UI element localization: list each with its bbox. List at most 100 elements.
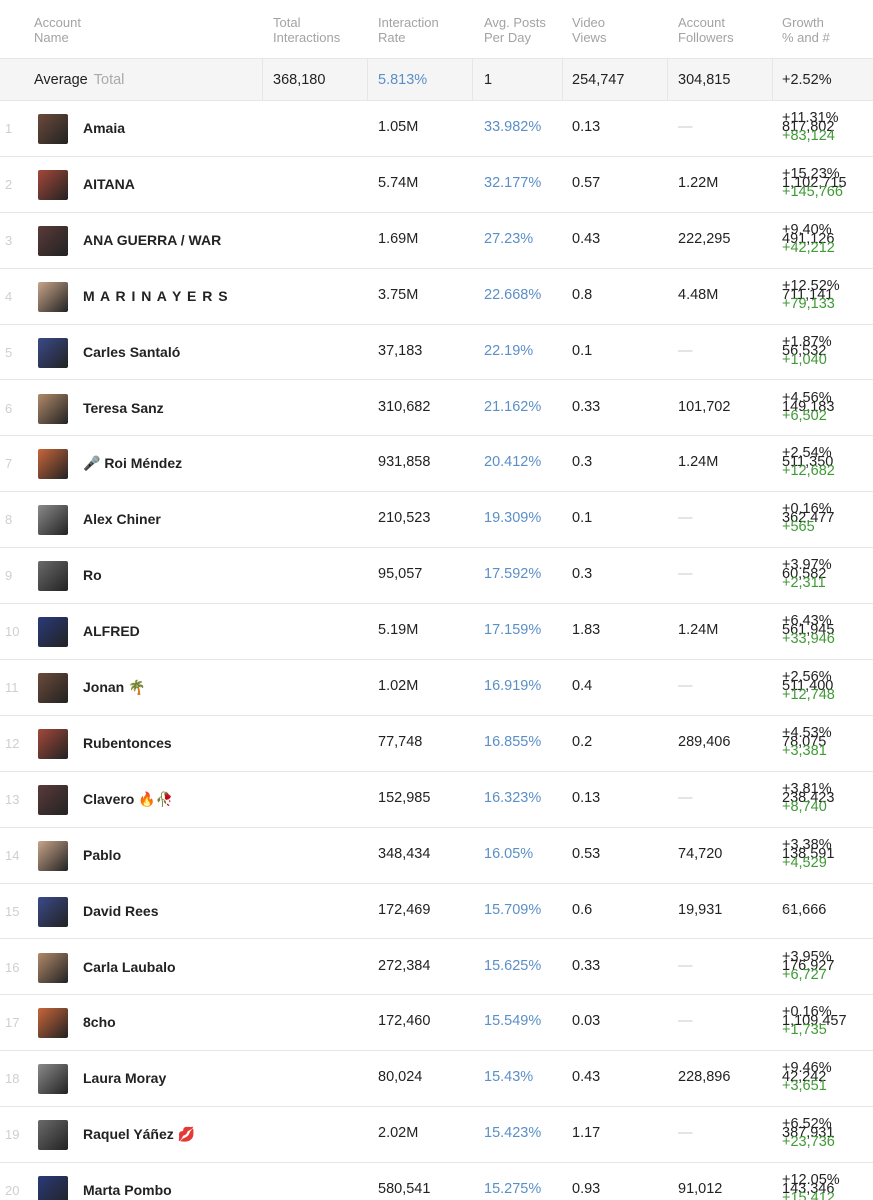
account-name: 8cho (83, 1014, 116, 1031)
cell-value: 78,075 (782, 733, 827, 750)
cell-value: 15.709% (484, 901, 542, 918)
cell-value: 2.02M (378, 1125, 419, 1142)
table-row: 4 M A R I N A Y E R S 3.75M 22.668% 0.8 4.48M… (0, 269, 873, 325)
cell-value: 228,896 (678, 1069, 731, 1086)
cell-value: 3.75M (378, 286, 419, 303)
avatar (38, 505, 68, 536)
avatar (38, 561, 68, 592)
growth-number: +3,381 (782, 742, 827, 759)
cell-value: 95,057 (378, 566, 423, 583)
cell-value: 0.43 (572, 1069, 601, 1086)
account-name: Rubentonces (83, 734, 172, 751)
table-row: 20 Marta Pombo 580,541 15.275% 0.93 91,012 143… (0, 1163, 873, 1200)
growth-number: +83,124 (782, 128, 835, 144)
cell-value: 1.05M (378, 119, 419, 135)
cell-value: 0.57 (572, 174, 601, 191)
table-row: 6 Teresa Sanz 310,682 21.162% 0.33 101,702 149… (0, 381, 873, 437)
cell-value: 16.919% (484, 678, 542, 694)
account-name: Ro (83, 567, 102, 584)
cell-value: 91,012 (678, 1181, 723, 1198)
cell-value: 56,532 (782, 342, 827, 359)
avatar (38, 896, 68, 927)
cell-value: 0.3 (572, 454, 593, 471)
cell-value: 0.2 (572, 733, 593, 750)
cell-value: 172,460 (378, 1013, 431, 1030)
cell-value: 511,400 (782, 678, 834, 694)
cell-value: 5.74M (378, 174, 419, 191)
account-name: Teresa Sanz (83, 399, 164, 416)
cell-value: 16.05% (484, 845, 534, 862)
cell-value: 15.625% (484, 957, 542, 974)
cell-value: 0.03 (572, 1013, 601, 1030)
column-divider (367, 59, 368, 100)
cell-value: 0.53 (572, 845, 601, 862)
table-row: 15 David Rees 172,469 15.709% 0.6 19,931 61,66… (0, 884, 873, 940)
average-value: 254,747 (572, 72, 625, 88)
table-row: 7 🎤 Roi Méndez 931,858 20.412% 0.3 1.24M 511,3… (0, 436, 873, 493)
rank: 12 (5, 735, 20, 751)
column-header: Interaction Rate (378, 15, 439, 45)
cell-value: 0.4 (572, 678, 593, 694)
rank: 19 (5, 1127, 20, 1143)
growth-number: +42,212 (782, 239, 835, 256)
cell-value: 4.48M (678, 286, 719, 303)
cell-value: 17.592% (484, 566, 542, 583)
column-divider (262, 59, 263, 100)
growth-percent: +3.81% (782, 780, 832, 797)
cell-value: 60,582 (782, 566, 827, 583)
cell-value: 0.1 (572, 342, 593, 359)
table-row: 5 Carles Santaló 37,183 22.19% 0.1 — 56,532 +1.… (0, 325, 873, 381)
cell-value: 0.13 (572, 119, 601, 135)
table-row: 1 Amaia 1.05M 33.982% 0.13 — 817,802 +11.31% +83… (0, 101, 873, 157)
avatar (38, 169, 68, 200)
rank: 1 (5, 121, 13, 136)
cell-value: 16.855% (484, 733, 542, 750)
account-name: Jonan 🌴 (83, 679, 146, 695)
account-name: AITANA (83, 175, 135, 192)
growth-percent: +6.52% (782, 1116, 832, 1133)
cell-value: — (678, 678, 693, 694)
avatar (38, 673, 68, 703)
column-divider (562, 59, 563, 100)
column-divider (472, 59, 473, 100)
cell-value: 561,945 (782, 622, 835, 639)
table-row: 2 AITANA 5.74M 32.177% 0.57 1.22M 1,102,715 +15… (0, 157, 873, 213)
account-name: Pablo (83, 846, 122, 863)
growth-percent: +9.46% (782, 1060, 832, 1077)
account-name: Carles Santaló (83, 343, 181, 360)
growth-percent: +3.97% (782, 557, 832, 574)
rank: 9 (5, 568, 13, 584)
cell-value: 238,423 (782, 789, 835, 806)
growth-number: +12,682 (782, 463, 835, 480)
cell-value: — (678, 510, 693, 527)
cell-value: 1.02M (378, 678, 419, 694)
cell-value: 511,350 (782, 454, 834, 471)
cell-value: 77,748 (378, 733, 423, 750)
cell-value: 143,346 (782, 1181, 835, 1198)
cell-value: 16.323% (484, 789, 542, 806)
header-line: Name (34, 30, 69, 45)
growth-number: +23,736 (782, 1134, 835, 1151)
avatar (38, 281, 68, 312)
cell-value: 15.43% (484, 1069, 534, 1086)
cell-value: 310,682 (378, 398, 431, 415)
growth-number: +6,727 (782, 966, 827, 983)
avatar (38, 840, 68, 871)
cell-value: 348,434 (378, 845, 431, 862)
growth-percent: +6.43% (782, 613, 832, 630)
growth-number: +15,412 (782, 1190, 835, 1200)
header-line: Per Day (484, 30, 531, 45)
header-line: Interactions (273, 30, 341, 45)
cell-value: 1.83 (572, 622, 601, 639)
avatar (38, 1120, 68, 1151)
header-line: Followers (678, 30, 734, 45)
growth-percent: +12.52% (782, 277, 840, 294)
growth-number: +1,735 (782, 1022, 827, 1039)
growth-percent: +3.38% (782, 836, 832, 853)
cell-value: 1,109,457 (782, 1013, 847, 1030)
cell-value: 27.23% (484, 230, 534, 247)
table-row: 14 Pablo 348,434 16.05% 0.53 74,720 138,591 +3.… (0, 828, 873, 884)
growth-percent: +11.31% (782, 110, 839, 126)
cell-value: 15.423% (484, 1125, 542, 1142)
cell-value: 0.33 (572, 957, 601, 974)
